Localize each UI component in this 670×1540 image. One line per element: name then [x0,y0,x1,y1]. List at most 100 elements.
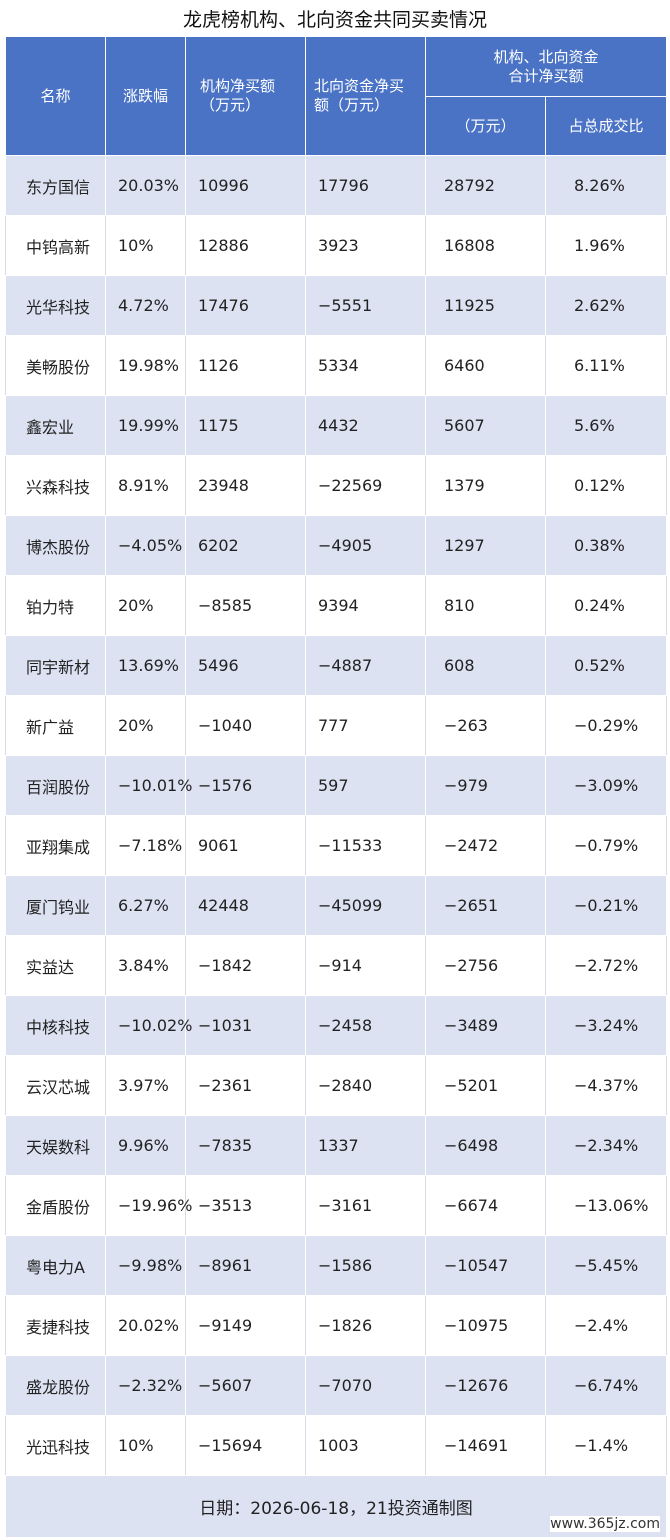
cell-ratio: −1.4% [544,1415,668,1476]
cell-ratio: −0.21% [544,875,668,936]
cell-change: 3.84% [105,935,186,996]
cell-north: −3161 [305,1175,426,1236]
cell-change: 13.69% [105,635,186,696]
cell-change: 6.27% [105,875,186,936]
cell-ratio: −4.37% [544,1055,668,1116]
cell-ratio: 5.6% [544,395,668,456]
cell-inst: −8961 [185,1235,306,1296]
table-row: 美畅股份 19.98% 1126 5334 6460 6.11% [5,335,668,396]
table-row: 新广益 20% −1040 777 −263 −0.29% [5,695,668,756]
cell-ratio: 0.38% [544,515,668,576]
table-row: 同宇新材 13.69% 5496 −4887 608 0.52% [5,635,668,696]
cell-total: −10975 [425,1295,546,1356]
cell-name: 光迅科技 [5,1415,106,1476]
cell-total: −6674 [425,1175,546,1236]
cell-total: 1297 [425,515,546,576]
table-row: 麦捷科技 20.02% −9149 −1826 −10975 −2.4% [5,1295,668,1356]
cell-name: 光华科技 [5,275,106,336]
cell-ratio: 8.26% [544,155,668,216]
cell-north: 4432 [305,395,426,456]
cell-ratio: −2.72% [544,935,668,996]
cell-name: 美畅股份 [5,335,106,396]
cell-north: −45099 [305,875,426,936]
table-row: 粤电力A −9.98% −8961 −1586 −10547 −5.45% [5,1235,668,1296]
cell-ratio: 0.12% [544,455,668,516]
header-ratio: 占总成交比 [544,96,668,156]
cell-inst: −8585 [185,575,306,636]
cell-inst: 17476 [185,275,306,336]
header-change: 涨跌幅 [105,36,186,156]
cell-total: −979 [425,755,546,816]
cell-north: −5551 [305,275,426,336]
cell-ratio: −13.06% [544,1175,668,1236]
cell-name: 实益达 [5,935,106,996]
cell-name: 兴森科技 [5,455,106,516]
cell-change: 8.91% [105,455,186,516]
cell-ratio: −0.29% [544,695,668,756]
cell-total: −12676 [425,1355,546,1416]
cell-name: 盛龙股份 [5,1355,106,1416]
table-row: 实益达 3.84% −1842 −914 −2756 −2.72% [5,935,668,996]
cell-total: −263 [425,695,546,756]
cell-change: −4.05% [105,515,186,576]
cell-change: −19.96% [105,1175,192,1236]
cell-change: 10% [105,1415,186,1476]
cell-ratio: −5.45% [544,1235,668,1296]
cell-inst: −5607 [185,1355,306,1416]
cell-change: 10% [105,215,186,276]
cell-ratio: −2.4% [544,1295,668,1356]
table-row: 博杰股份 −4.05% 6202 −4905 1297 0.38% [5,515,668,576]
header-north: 北向资金净买 额（万元） [305,36,426,156]
cell-ratio: −3.24% [544,995,668,1056]
cell-ratio: −2.34% [544,1115,668,1176]
cell-total: 5607 [425,395,546,456]
cell-total: 1379 [425,455,546,516]
cell-north: 597 [305,755,426,816]
cell-total: 28792 [425,155,546,216]
cell-north: −22569 [305,455,426,516]
cell-change: −7.18% [105,815,186,876]
table-row: 云汉芯城 3.97% −2361 −2840 −5201 −4.37% [5,1055,668,1116]
cell-change: −10.02% [105,995,192,1056]
table-row: 铂力特 20% −8585 9394 810 0.24% [5,575,668,636]
cell-inst: −3513 [185,1175,306,1236]
cell-change: −2.32% [105,1355,186,1416]
cell-change: 19.99% [105,395,186,456]
table-row: 鑫宏业 19.99% 1175 4432 5607 5.6% [5,395,668,456]
cell-inst: −1842 [185,935,306,996]
cell-inst: −1576 [185,755,306,816]
cell-inst: 23948 [185,455,306,516]
table-footer: 日期：2026-06-18，21投资通制图 [4,1475,668,1538]
cell-name: 鑫宏业 [5,395,106,456]
table-row: 厦门钨业 6.27% 42448 −45099 −2651 −0.21% [5,875,668,936]
cell-change: −10.01% [105,755,192,816]
cell-north: −11533 [305,815,426,876]
cell-name: 同宇新材 [5,635,106,696]
cell-name: 铂力特 [5,575,106,636]
cell-north: −2840 [305,1055,426,1116]
cell-total: −5201 [425,1055,546,1116]
cell-name: 东方国信 [5,155,106,216]
table-row: 盛龙股份 −2.32% −5607 −7070 −12676 −6.74% [5,1355,668,1416]
cell-inst: 1126 [185,335,306,396]
cell-ratio: −0.79% [544,815,668,876]
header-combined: 机构、北向资金 合计净买额 [424,36,668,97]
cell-name: 新广益 [5,695,106,756]
cell-change: 19.98% [105,335,186,396]
cell-name: 粤电力A [5,1235,106,1296]
cell-total: −10547 [425,1235,546,1296]
cell-ratio: 6.11% [544,335,668,396]
cell-change: 3.97% [105,1055,186,1116]
cell-total: 6460 [425,335,546,396]
cell-inst: −2361 [185,1055,306,1116]
cell-ratio: 0.52% [544,635,668,696]
cell-ratio: −6.74% [544,1355,668,1416]
cell-name: 天娱数科 [5,1115,106,1176]
table-row: 亚翔集成 −7.18% 9061 −11533 −2472 −0.79% [5,815,668,876]
cell-north: −2458 [305,995,426,1056]
header-amount: （万元） [425,96,546,156]
cell-north: 3923 [305,215,426,276]
cell-ratio: −3.09% [544,755,668,816]
cell-inst: 12886 [185,215,306,276]
cell-north: 777 [305,695,426,756]
